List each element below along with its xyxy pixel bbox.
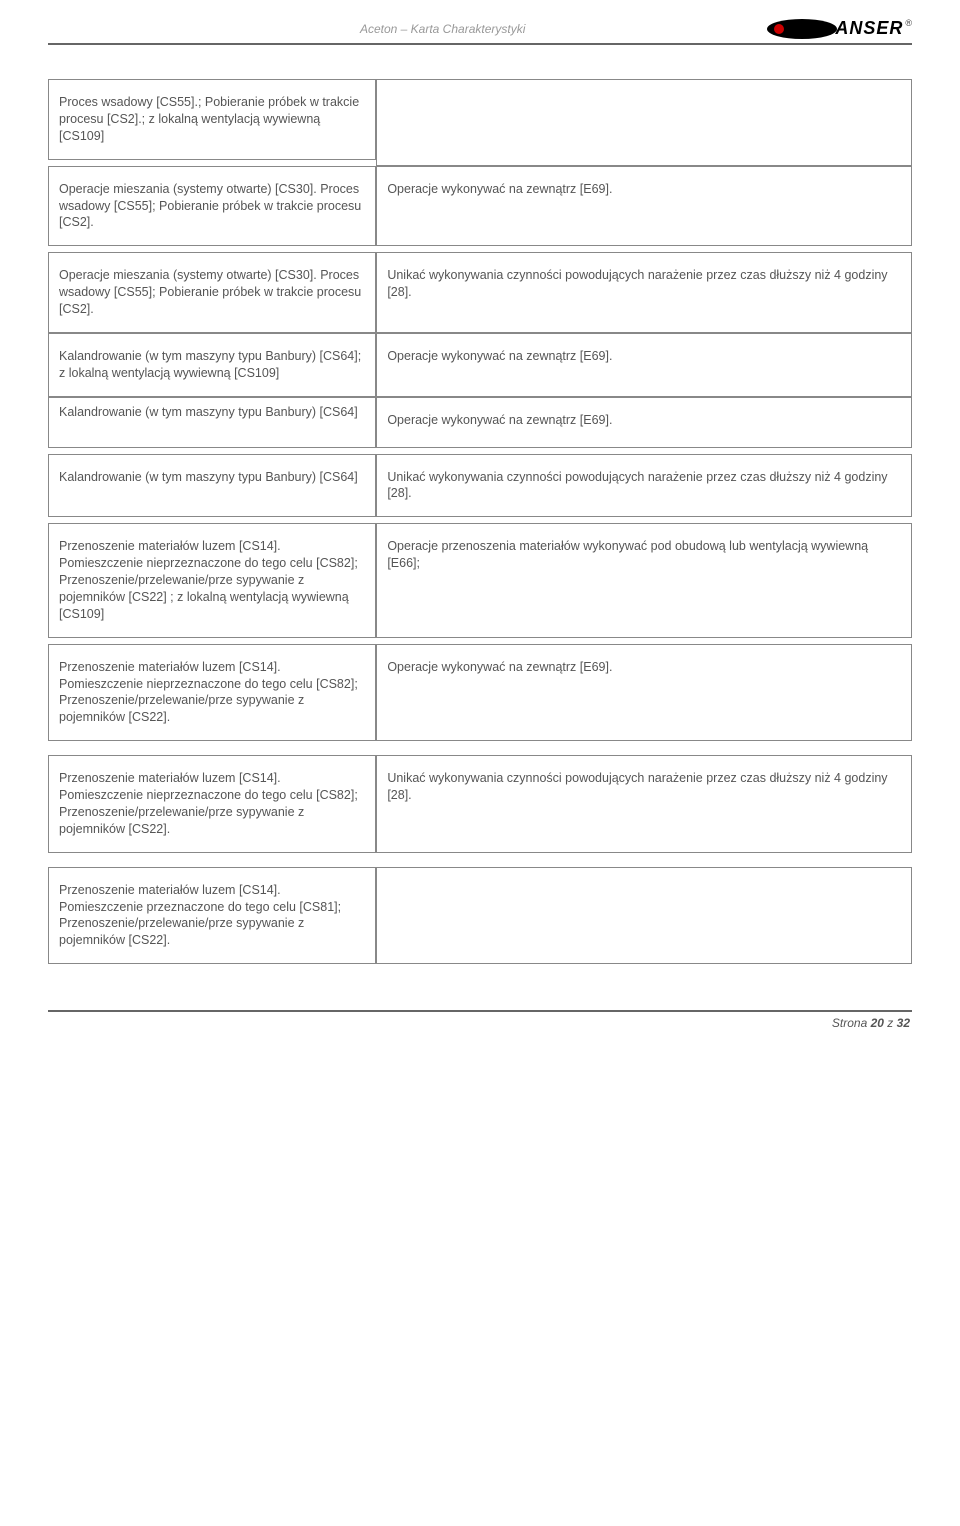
cell-left: Przenoszenie materiałów luzem [CS14]. Po… [48, 867, 376, 965]
logo-dot-icon [774, 24, 784, 34]
logo-mark-icon [767, 19, 837, 39]
cell-left: Przenoszenie materiałów luzem [CS14]. Po… [48, 755, 376, 853]
cell-right: Unikać wykonywania czynności powodującyc… [376, 252, 912, 333]
table-row: Kalandrowanie (w tym maszyny typu Banbur… [48, 333, 912, 397]
cell-left: Przenoszenie materiałów luzem [CS14]. Po… [48, 644, 376, 742]
cell-right: Operacje przenoszenia materiałów wykonyw… [376, 523, 912, 637]
row-gap [48, 853, 912, 867]
table-row: Przenoszenie materiałów luzem [CS14]. Po… [48, 867, 912, 965]
table-row: Kalandrowanie (w tym maszyny typu Banbur… [48, 454, 912, 518]
page-total: 32 [897, 1016, 910, 1030]
page-label: Strona [832, 1016, 871, 1030]
cell-left: Kalandrowanie (w tym maszyny typu Banbur… [48, 397, 376, 448]
cell-left: Operacje mieszania (systemy otwarte) [CS… [48, 252, 376, 333]
header-title: Aceton – Karta Charakterystyki [118, 22, 767, 36]
cell-right: Unikać wykonywania czynności powodującyc… [376, 454, 912, 518]
header-rule [48, 43, 912, 45]
cell-left: Przenoszenie materiałów luzem [CS14]. Po… [48, 523, 376, 637]
cell-right: Operacje wykonywać na zewnątrz [E69]. [376, 333, 912, 397]
table-row: Operacje mieszania (systemy otwarte) [CS… [48, 252, 912, 333]
cell-right: Unikać wykonywania czynności powodującyc… [376, 755, 912, 853]
row-gap [48, 741, 912, 755]
table-row: Przenoszenie materiałów luzem [CS14]. Po… [48, 644, 912, 742]
page-number: Strona 20 z 32 [48, 1012, 912, 1050]
page-sep: z [884, 1016, 897, 1030]
table-row: Operacje mieszania (systemy otwarte) [CS… [48, 166, 912, 247]
cell-right: Operacje wykonywać na zewnątrz [E69]. [376, 166, 912, 247]
page-current: 20 [871, 1016, 884, 1030]
table-row: Przenoszenie materiałów luzem [CS14]. Po… [48, 523, 912, 637]
logo-registered-icon: ® [905, 18, 912, 28]
page-header: Aceton – Karta Charakterystyki ANSER ® [48, 18, 912, 43]
logo-text: ANSER [835, 18, 903, 39]
page-footer: Strona 20 z 32 [48, 1010, 912, 1050]
table-row: Proces wsadowy [CS55].; Pobieranie próbe… [48, 79, 912, 160]
page-container: Aceton – Karta Charakterystyki ANSER ® P… [0, 0, 960, 1050]
cell-left: Kalandrowanie (w tym maszyny typu Banbur… [48, 454, 376, 518]
cell-left: Kalandrowanie (w tym maszyny typu Banbur… [48, 333, 376, 397]
cell-left: Proces wsadowy [CS55].; Pobieranie próbe… [48, 79, 376, 160]
table-row: Przenoszenie materiałów luzem [CS14]. Po… [48, 755, 912, 853]
brand-logo: ANSER ® [767, 18, 912, 39]
cell-right [376, 867, 912, 965]
cell-right: Operacje wykonywać na zewnątrz [E69]. [376, 397, 912, 448]
cell-right [376, 79, 912, 166]
cell-left: Operacje mieszania (systemy otwarte) [CS… [48, 166, 376, 247]
table-row: Kalandrowanie (w tym maszyny typu Banbur… [48, 397, 912, 448]
characteristics-table: Proces wsadowy [CS55].; Pobieranie próbe… [48, 79, 912, 964]
cell-right: Operacje wykonywać na zewnątrz [E69]. [376, 644, 912, 742]
